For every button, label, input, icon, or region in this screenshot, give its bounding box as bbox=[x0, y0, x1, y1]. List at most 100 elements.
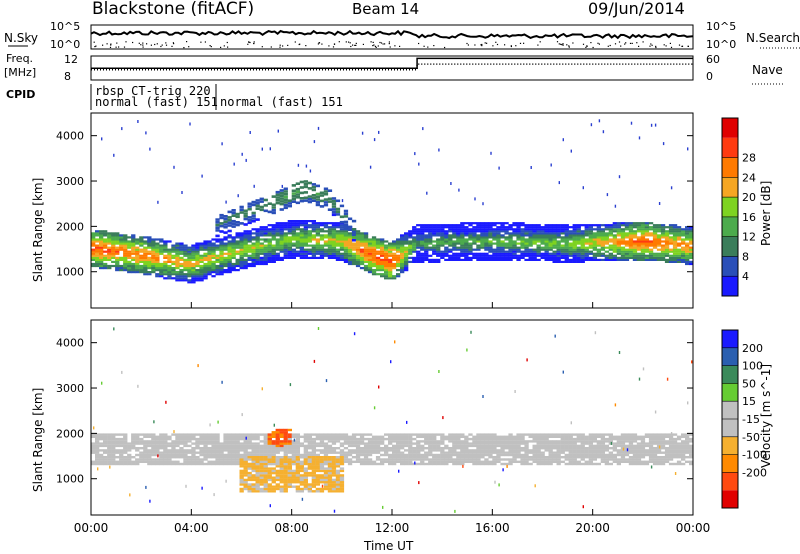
velocity-cell bbox=[227, 433, 232, 436]
power-cell bbox=[283, 228, 288, 231]
velocity-cell bbox=[219, 451, 224, 454]
power-cell bbox=[195, 248, 200, 251]
power-cell bbox=[464, 230, 469, 233]
power-cell bbox=[239, 240, 244, 243]
power-cell bbox=[404, 252, 409, 255]
power-cell bbox=[516, 224, 521, 227]
power-cell bbox=[327, 242, 333, 245]
power-cell bbox=[568, 242, 573, 245]
velocity-cell bbox=[283, 447, 288, 450]
power-cell bbox=[620, 256, 626, 259]
velocity-cell bbox=[468, 453, 473, 457]
velocity-cell bbox=[219, 442, 224, 445]
velocity-cell bbox=[267, 453, 272, 457]
velocity-cell bbox=[600, 447, 606, 450]
velocity-cell bbox=[359, 442, 365, 445]
power-cell bbox=[388, 252, 393, 255]
power-cell bbox=[476, 226, 481, 229]
velocity-cell bbox=[327, 440, 333, 443]
power-cell bbox=[681, 250, 686, 253]
power-cell bbox=[652, 258, 658, 261]
velocity-cell bbox=[404, 458, 409, 461]
power-cell bbox=[327, 208, 333, 211]
power-cell bbox=[111, 234, 116, 237]
power-cell bbox=[127, 242, 132, 245]
power-cell bbox=[628, 250, 634, 253]
velocity-cell bbox=[311, 469, 317, 473]
noise-search-dot bbox=[504, 44, 506, 46]
velocity-cell bbox=[416, 456, 421, 459]
velocity-cell bbox=[416, 451, 421, 454]
power-cell bbox=[480, 240, 485, 243]
velocity-cell bbox=[99, 442, 104, 445]
power-cell bbox=[311, 194, 317, 197]
velocity-cell bbox=[99, 460, 104, 463]
velocity-cell bbox=[504, 437, 509, 441]
velocity-cell bbox=[273, 423, 275, 427]
power-cell bbox=[219, 250, 224, 253]
power-cell bbox=[299, 222, 305, 225]
power-cell bbox=[532, 226, 537, 229]
velocity-cell bbox=[131, 447, 136, 450]
velocity-cell bbox=[380, 453, 385, 457]
power-cell bbox=[600, 228, 606, 231]
power-cell bbox=[371, 250, 377, 253]
velocity-cell bbox=[367, 440, 373, 443]
power-cell bbox=[604, 234, 610, 237]
power-cell bbox=[171, 244, 176, 247]
power-cell bbox=[363, 264, 369, 268]
velocity-cell bbox=[287, 433, 293, 436]
power-cell bbox=[512, 234, 517, 237]
velocity-cell bbox=[315, 465, 321, 468]
velocity-cell bbox=[107, 453, 112, 457]
power-cell bbox=[179, 264, 184, 268]
power-cell bbox=[367, 242, 373, 245]
power-cell bbox=[163, 273, 168, 276]
power-cell bbox=[520, 250, 525, 253]
power-cell bbox=[271, 211, 276, 215]
velocity-cell bbox=[420, 456, 425, 459]
velocity-cell bbox=[299, 460, 305, 463]
power-cell bbox=[91, 252, 96, 255]
power-cell bbox=[247, 230, 252, 233]
velocity-cell bbox=[612, 447, 618, 450]
velocity-cell bbox=[392, 449, 397, 452]
power-cell bbox=[135, 260, 140, 263]
power-cell bbox=[367, 264, 373, 268]
noise-search-dot bbox=[380, 42, 383, 44]
velocity-cell bbox=[287, 476, 293, 479]
velocity-cell bbox=[147, 444, 152, 448]
velocity-cell bbox=[572, 460, 577, 463]
velocity-cell bbox=[363, 449, 369, 452]
noise-search-dot bbox=[560, 43, 562, 45]
power-cell bbox=[638, 136, 641, 140]
power-cell bbox=[644, 256, 650, 259]
power-cell bbox=[299, 240, 305, 243]
power-cell bbox=[319, 246, 325, 249]
power-cell bbox=[147, 246, 152, 249]
velocity-cell bbox=[279, 428, 284, 432]
velocity-cell bbox=[323, 462, 329, 466]
velocity-cell bbox=[516, 440, 521, 443]
velocity-cell bbox=[211, 462, 216, 466]
power-cell bbox=[287, 256, 293, 259]
power-cell bbox=[616, 242, 622, 245]
velocity-cell bbox=[103, 442, 108, 445]
power-cell bbox=[283, 226, 288, 229]
velocity-cell bbox=[568, 451, 573, 454]
velocity-cell bbox=[392, 458, 397, 461]
velocity-cell bbox=[432, 460, 437, 463]
velocity-cell bbox=[440, 456, 445, 459]
power-cell bbox=[432, 230, 437, 233]
power-cell bbox=[247, 202, 252, 206]
power-cell bbox=[135, 240, 140, 243]
velocity-cell bbox=[255, 449, 260, 452]
power-cell bbox=[251, 246, 256, 249]
power-cell bbox=[656, 258, 662, 261]
power-cell bbox=[259, 252, 264, 255]
velocity-cell bbox=[460, 458, 465, 461]
power-cell bbox=[388, 264, 393, 268]
velocity-cell bbox=[271, 460, 276, 463]
velocity-cell bbox=[576, 462, 581, 466]
power-cell bbox=[311, 230, 317, 233]
